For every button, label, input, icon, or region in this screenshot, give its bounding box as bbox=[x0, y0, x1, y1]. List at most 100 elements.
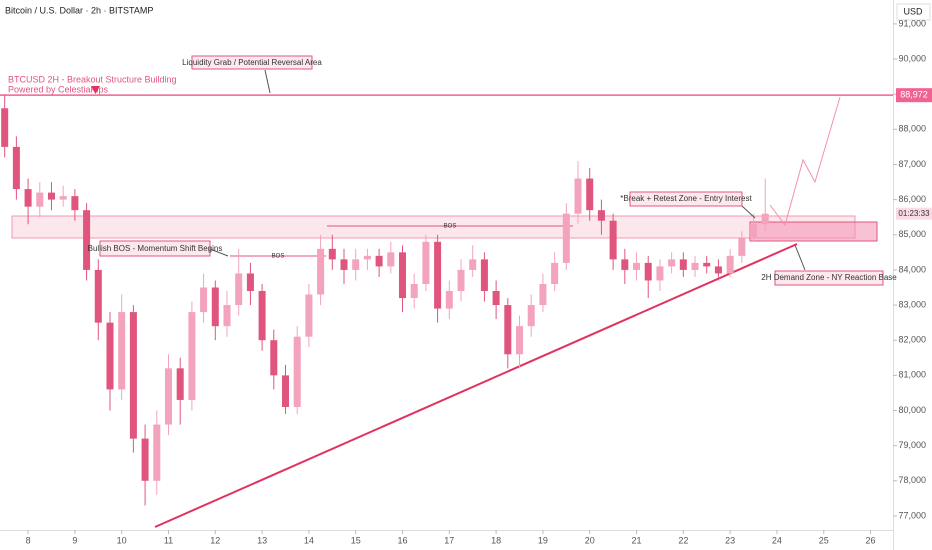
candle-body bbox=[106, 322, 114, 390]
annotation-arrow bbox=[741, 205, 756, 219]
demand-zone bbox=[749, 221, 878, 242]
candle-body bbox=[293, 336, 301, 407]
chart-title: Bitcoin / U.S. Dollar · 2h · BITSTAMP bbox=[5, 5, 153, 15]
currency-box bbox=[896, 3, 931, 21]
candle-body bbox=[375, 255, 383, 267]
candle-body bbox=[621, 259, 629, 270]
candle-body bbox=[176, 368, 184, 400]
x-tick-label: 8 bbox=[26, 535, 31, 545]
candle-body bbox=[141, 438, 149, 481]
bos-label: BOS bbox=[444, 224, 457, 230]
x-tick-label: 25 bbox=[819, 535, 829, 545]
x-tick-label: 17 bbox=[444, 535, 454, 545]
level-tag bbox=[896, 88, 932, 103]
candle-body bbox=[691, 262, 699, 270]
annotation-arrow bbox=[264, 69, 271, 94]
candle-body bbox=[387, 252, 395, 267]
annotation-box bbox=[99, 240, 211, 257]
candle-body bbox=[703, 262, 711, 267]
candle-body bbox=[609, 220, 617, 260]
candle-body bbox=[59, 196, 67, 200]
marker bbox=[91, 86, 100, 94]
candle-body bbox=[223, 305, 231, 327]
candle-body bbox=[738, 238, 746, 256]
candle-body bbox=[445, 291, 453, 309]
candle-body bbox=[24, 189, 32, 207]
candle-body bbox=[714, 266, 722, 274]
candle-body bbox=[539, 283, 547, 306]
candle-body bbox=[36, 192, 44, 207]
trendline bbox=[154, 243, 798, 528]
candle-body bbox=[164, 368, 173, 425]
candle-body bbox=[574, 178, 582, 214]
candle-body bbox=[94, 269, 102, 323]
x-tick-label: 13 bbox=[257, 535, 267, 545]
candle-body bbox=[562, 213, 570, 263]
candle-body bbox=[633, 262, 641, 270]
annotation: *Break + Retest Zone - Entry Interest bbox=[620, 194, 752, 203]
candle-body bbox=[258, 291, 266, 341]
candle-body bbox=[644, 262, 652, 281]
candle-body bbox=[211, 287, 219, 327]
credit: Powered by CelestiaPips bbox=[8, 84, 109, 94]
annotation-box bbox=[774, 270, 884, 286]
candle-body bbox=[188, 312, 196, 400]
annotation: Bullish BOS - Momentum Shift Begins bbox=[88, 244, 223, 253]
candle-body bbox=[492, 291, 500, 306]
candle-body bbox=[83, 210, 91, 270]
forecast-path bbox=[769, 96, 841, 227]
candle-body bbox=[726, 255, 734, 274]
candle-body bbox=[352, 259, 360, 270]
plot bbox=[1, 94, 878, 528]
candle-body bbox=[118, 312, 126, 390]
candle-body bbox=[281, 375, 290, 407]
y-tick-label: 79,000 bbox=[898, 440, 926, 450]
y-tick-label: 78,000 bbox=[898, 475, 926, 485]
candle-body bbox=[398, 252, 407, 299]
annotation-arrow bbox=[794, 244, 806, 271]
candle-body bbox=[200, 287, 208, 313]
candle-body bbox=[457, 269, 465, 292]
candle-body bbox=[270, 340, 278, 376]
countdown: 01:23:33 bbox=[898, 209, 930, 218]
x-tick-label: 21 bbox=[632, 535, 642, 545]
retest-zone bbox=[11, 215, 856, 239]
y-tick-label: 90,000 bbox=[898, 53, 926, 63]
candle-body bbox=[246, 273, 254, 292]
candle-body bbox=[422, 241, 430, 284]
level-label: 88,972 bbox=[900, 90, 928, 100]
candle-body bbox=[12, 146, 20, 190]
x-tick-label: 12 bbox=[210, 535, 220, 545]
x-tick-label: 9 bbox=[72, 535, 77, 545]
candle-body bbox=[750, 224, 758, 239]
candle-body bbox=[527, 305, 535, 327]
candle-body bbox=[586, 178, 594, 211]
y-tick-label: 82,000 bbox=[898, 335, 926, 345]
x-tick-label: 22 bbox=[678, 535, 688, 545]
y-tick-label: 84,000 bbox=[898, 264, 926, 274]
candle-body bbox=[668, 259, 676, 267]
candle-body bbox=[305, 294, 313, 337]
candle-body bbox=[340, 259, 348, 270]
candle-body bbox=[761, 213, 769, 225]
annotation: Liquidity Grab / Potential Reversal Area bbox=[182, 58, 322, 67]
annotation-box bbox=[629, 191, 743, 207]
candle-body bbox=[410, 283, 418, 299]
candle-body bbox=[1, 108, 9, 147]
x-tick-label: 18 bbox=[491, 535, 501, 545]
y-tick-label: 83,000 bbox=[898, 299, 926, 309]
candle-body bbox=[235, 273, 243, 306]
candle-body bbox=[328, 248, 336, 260]
y-tick-label: 81,000 bbox=[898, 370, 926, 380]
candle-body bbox=[504, 305, 512, 355]
y-tick-label: 86,000 bbox=[898, 194, 926, 204]
x-tick-label: 26 bbox=[866, 535, 876, 545]
candle-body bbox=[516, 326, 524, 355]
x-tick-label: 16 bbox=[397, 535, 407, 545]
candle-body bbox=[153, 424, 161, 481]
x-tick-label: 10 bbox=[117, 535, 127, 545]
candle-body bbox=[679, 259, 687, 270]
x-tick-label: 19 bbox=[538, 535, 548, 545]
x-tick-label: 14 bbox=[304, 535, 314, 545]
